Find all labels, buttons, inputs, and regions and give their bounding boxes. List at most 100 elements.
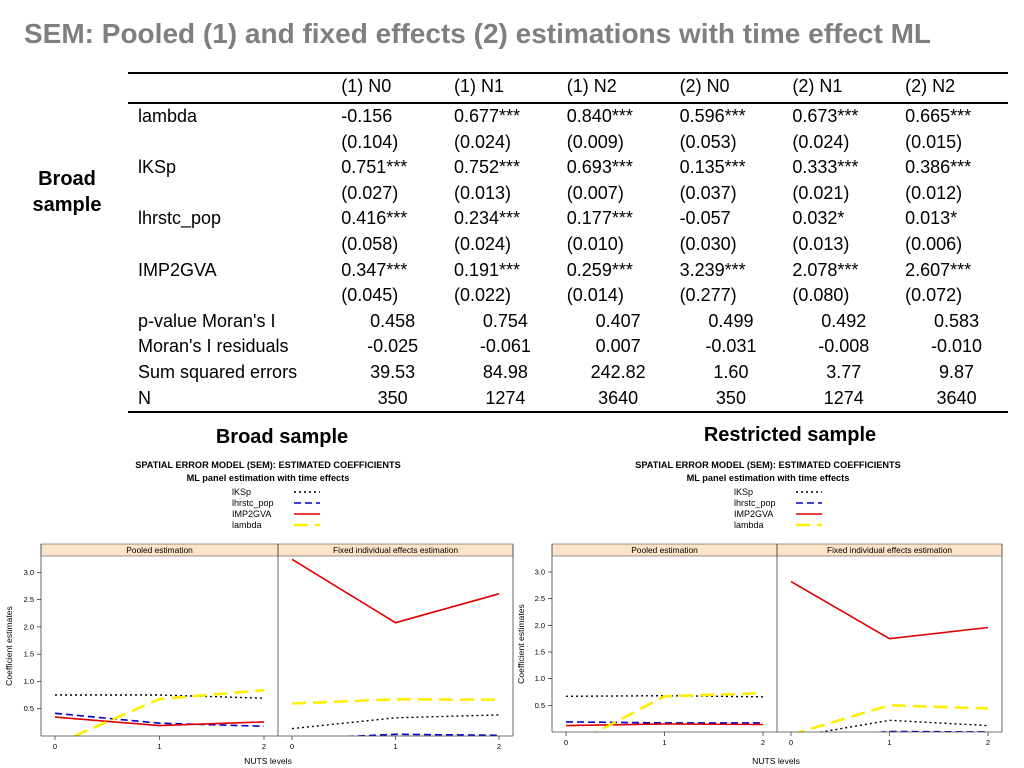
series-line-lambda (71, 688, 265, 736)
column-header: (2) N2 (905, 76, 956, 96)
stat-cell: 0.007 (595, 336, 641, 357)
stat-cell: 1274 (823, 387, 864, 408)
x-tick-label: 0 (564, 738, 568, 747)
stat-row: p-value Moran's I 0.458 0.754 0.407 0.499 0.4… (128, 309, 1008, 335)
coef-cell: 0.234*** (454, 208, 521, 229)
stderr-cell: (0.014) (566, 285, 624, 306)
series-line-imp2gva (790, 580, 989, 640)
broad-sample-caption: Broad sample (215, 426, 349, 448)
stderr-cell: (0.104) (341, 131, 399, 152)
stderr-cell: (0.024) (454, 131, 512, 152)
column-header: (1) N1 (454, 76, 505, 96)
coef-cell: 2.078*** (792, 259, 859, 280)
column-header: (2) N1 (792, 76, 843, 96)
row-label: lKSp (138, 157, 177, 178)
row-label: IMP2GVA (138, 259, 217, 280)
coef-cell: 0.673*** (792, 106, 859, 126)
series-line-imp2gva (54, 716, 265, 727)
row-label-blank (128, 232, 331, 258)
stat-cell: 3640 (936, 387, 977, 408)
stderr-row: (0.058) (0.024) (0.010) (0.030) (0.013) (0.00… (128, 232, 1008, 258)
stderr-cell: (0.022) (454, 285, 512, 306)
row-label-blank (128, 283, 331, 309)
x-tick-label: 1 (393, 742, 397, 751)
stat-cell: 0.583 (934, 310, 980, 331)
series-line-lksp (291, 714, 500, 730)
coef-cell: 2.607*** (905, 259, 972, 280)
coef-row: lambda -0.156 0.677*** 0.840*** 0.596*** 0.67… (128, 103, 1008, 130)
series-line-lhrstc_pop (565, 721, 763, 724)
y-tick-label: 0.5 (535, 701, 545, 710)
coef-row: lKSp 0.751*** 0.752*** 0.693*** 0.135*** 0.33… (128, 155, 1008, 181)
x-tick-label: 2 (262, 742, 266, 751)
legend-label: lhrstc_pop (232, 498, 274, 508)
series-line-lambda (795, 703, 989, 732)
y-axis-label: Coefficient estimates (516, 604, 526, 684)
legend-label: lambda (734, 520, 764, 530)
stderr-cell: (0.037) (679, 182, 737, 203)
slide-title: SEM: Pooled (1) and fixed effects (2) es… (24, 18, 932, 49)
stderr-cell: (0.021) (792, 182, 850, 203)
y-tick-label: 2.5 (535, 594, 545, 603)
chart-panel: Pooled estimation 0 1 2 (40, 543, 279, 751)
column-header: (2) N0 (679, 76, 730, 96)
row-label-blank (128, 130, 331, 156)
chart-title: SPATIAL ERROR MODEL (SEM): ESTIMATED COE… (135, 460, 401, 470)
y-tick-label: 3.0 (535, 568, 545, 577)
panel-label: Pooled estimation (631, 545, 698, 555)
chart-panel: Fixed individual effects estimation 0 1 2 (277, 543, 514, 751)
stat-cell: 0.407 (595, 310, 641, 331)
stat-cell: 0.492 (821, 310, 867, 331)
stderr-cell: (0.024) (792, 131, 850, 152)
x-tick-label: 0 (53, 742, 57, 751)
coef-cell: 0.751*** (341, 157, 408, 178)
coef-cell: 0.840*** (566, 106, 633, 126)
stderr-cell: (0.080) (792, 285, 850, 306)
legend-label: lambda (232, 520, 262, 530)
y-tick-label: 1.0 (535, 674, 545, 683)
stderr-cell: (0.012) (905, 182, 963, 203)
x-tick-label: 1 (157, 742, 161, 751)
coef-cell: 0.333*** (792, 157, 859, 178)
coef-cell: 0.177*** (566, 208, 633, 229)
y-tick-label: 2.0 (24, 622, 34, 631)
broad-sample-label: Broad sample (32, 168, 102, 216)
restricted-sample-chart: SPATIAL ERROR MODEL (SEM): ESTIMATED COE… (516, 460, 1003, 766)
stat-cell: 0.754 (482, 310, 528, 331)
stat-row: Sum squared errors 39.53 84.98 242.82 1.60 3.… (128, 360, 1008, 386)
legend-label: IMP2GVA (734, 509, 773, 519)
broad-sample-chart: SPATIAL ERROR MODEL (SEM): ESTIMATED COE… (4, 460, 514, 766)
y-tick-label: 1.0 (24, 677, 34, 686)
chart-title: SPATIAL ERROR MODEL (SEM): ESTIMATED COE… (635, 460, 901, 470)
stat-cell: -0.008 (818, 336, 870, 357)
coef-cell: 0.693*** (566, 157, 633, 178)
legend-label: lKSp (734, 487, 753, 497)
series-line-imp2gva (291, 558, 500, 624)
panel-label: Fixed individual effects estimation (827, 545, 952, 555)
coef-cell: -0.156 (341, 106, 393, 126)
series-line-imp2gva (565, 723, 764, 727)
coef-cell: 0.752*** (454, 157, 521, 178)
coef-cell: 0.135*** (679, 157, 746, 178)
series-line-lambda (291, 697, 500, 705)
coef-cell: 0.665*** (905, 106, 972, 126)
stat-cell: 1.60 (713, 361, 749, 382)
x-axis-label: NUTS levels (752, 756, 800, 766)
panel-label: Pooled estimation (126, 545, 193, 555)
stderr-cell: (0.027) (341, 182, 399, 203)
y-tick-label: 2.0 (535, 621, 545, 630)
row-label-blank (128, 181, 331, 207)
stat-cell: 242.82 (590, 361, 646, 382)
x-axis-label: NUTS levels (244, 756, 292, 766)
coef-cell: 0.416*** (341, 208, 408, 229)
stat-row: Moran's I residuals -0.025 -0.061 0.007 -0.0… (128, 334, 1008, 360)
x-tick-label: 0 (290, 742, 294, 751)
coef-cell: 0.032* (792, 208, 845, 229)
x-tick-label: 2 (986, 738, 990, 747)
series-line-lksp (817, 719, 989, 732)
stderr-cell: (0.058) (341, 233, 399, 254)
coef-row: IMP2GVA 0.347*** 0.191*** 0.259*** 3.239*** 2… (128, 258, 1008, 284)
series-line-lhrstc_pop (54, 712, 265, 728)
column-header: (1) N0 (341, 76, 392, 96)
legend-label: lhrstc_pop (734, 498, 776, 508)
